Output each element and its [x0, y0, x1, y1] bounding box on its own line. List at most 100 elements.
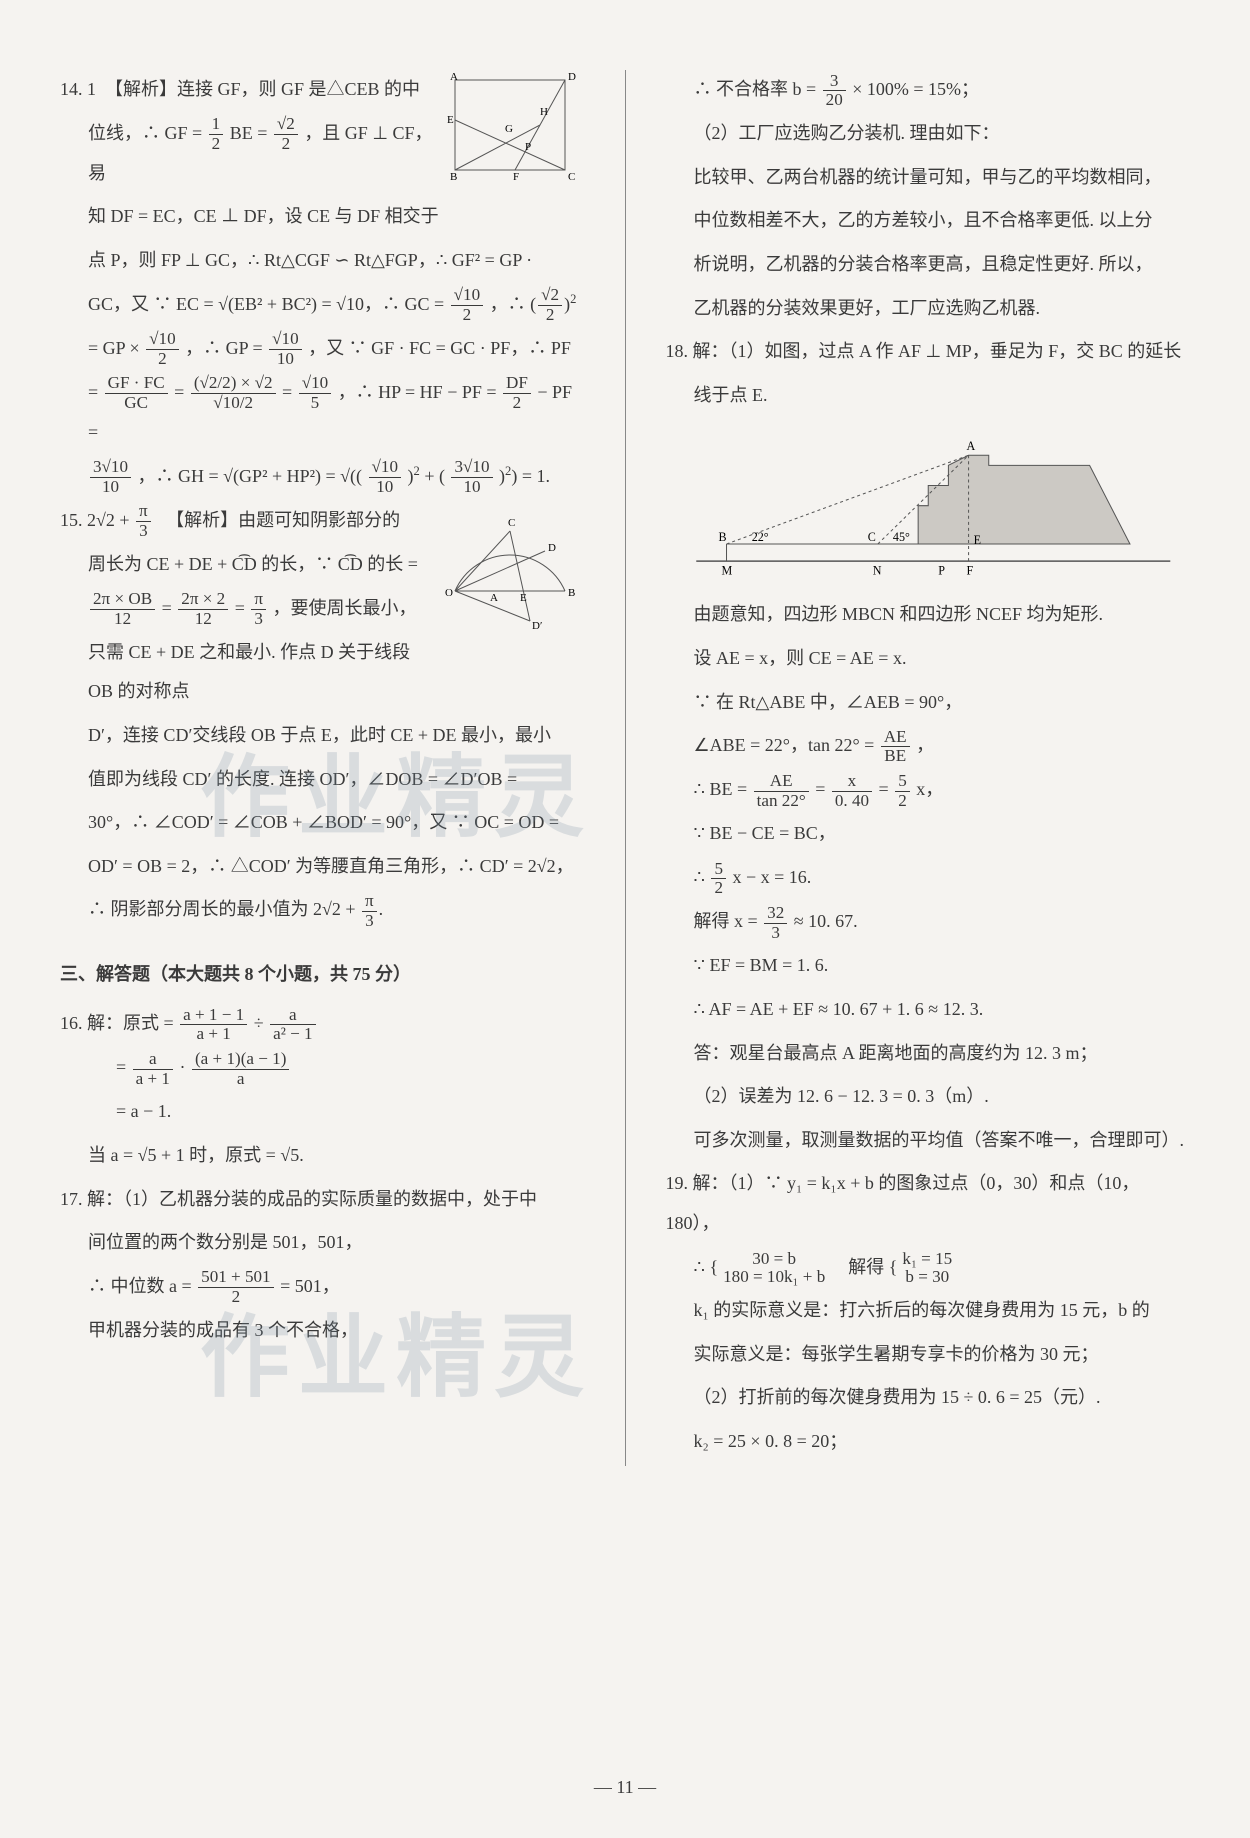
text: 【解析】由题可知阴影部分的 [157, 510, 400, 530]
fraction: √1010 [269, 330, 301, 369]
fraction: 2π × OB12 [90, 590, 155, 629]
text-line: D′，连接 CD′交线段 OB 于点 E，此时 CE + DE 最小，最小 [60, 716, 585, 756]
text: ∴ 阴影部分周长的最小值为 2√2 + [88, 899, 360, 919]
svg-text:B: B [568, 587, 575, 599]
text-line: 由题意知，四边形 MBCN 和四边形 NCEF 均为矩形. [666, 595, 1191, 635]
fraction: π3 [136, 502, 151, 541]
text-line: 甲机器分装的成品有 3 个不合格， [60, 1311, 585, 1351]
fraction: aa + 1 [133, 1050, 173, 1089]
text: BE = [230, 123, 272, 143]
fraction: 501 + 5012 [198, 1268, 273, 1307]
question-16: 16. 解：原式 = a + 1 − 1a + 1 ÷ aa² − 1 = aa… [60, 1004, 585, 1176]
text: = [88, 382, 103, 402]
text: 16. 解：原式 = [60, 1013, 178, 1033]
question-15: C D O A E B D′ 15. 2√2 + π3 【解析】由题可知阴影部分… [60, 501, 585, 935]
text-line: 19. 解：（1）∵ y₁ = k₁x + b 的图象过点（0，30）和点（10… [666, 1164, 1191, 1243]
text: ，又 ∵ GF · FC = GC · PF，∴ PF [308, 338, 571, 358]
fraction: √22 [274, 115, 298, 154]
svg-text:B: B [718, 530, 726, 544]
text-line: = a − 1. [60, 1092, 585, 1132]
text: ∴ [694, 867, 710, 887]
figure-q18: A B 22° C 45° E M N P F [666, 425, 1191, 585]
text: · [179, 1057, 190, 1077]
text: ，要使周长最小， [273, 598, 417, 618]
text-line: ∵ EF = BM = 1. 6. [666, 946, 1191, 986]
svg-text:E: E [973, 533, 980, 547]
fraction: 12 [209, 115, 224, 154]
column-divider [625, 70, 626, 1466]
text-line: （2）打折前的每次健身费用为 15 ÷ 0. 6 = 25（元）. [666, 1378, 1191, 1418]
text: 解得 x = [694, 911, 763, 931]
fraction: 3√1010 [90, 458, 131, 497]
fraction: π3 [362, 892, 377, 931]
fraction: DF2 [503, 374, 531, 413]
svg-text:D: D [548, 542, 556, 554]
svg-text:C: C [508, 517, 515, 529]
text: = GP × [88, 338, 144, 358]
text: ∴ BE = [694, 779, 752, 799]
fraction: √22 [538, 286, 562, 325]
fraction: √105 [299, 374, 331, 413]
text-line: 知 DF = EC，CE ⊥ DF，设 CE 与 DF 相交于 [60, 197, 585, 237]
text-line: 3√1010 ，∴ GH = √(GP² + HP²) = √(( √1010 … [60, 457, 585, 497]
text: = 501， [280, 1276, 340, 1296]
svg-text:F: F [966, 564, 973, 578]
text: ，∴ GH = √(GP² + HP²) = [138, 466, 341, 486]
fraction: 323 [764, 904, 787, 943]
text: ∴ [694, 1257, 710, 1277]
svg-text:45°: 45° [892, 530, 909, 544]
text-line: 中位数相差不大，乙的方差较小，且不合格率更低. 以上分 [666, 201, 1191, 241]
left-column: A D E H G P B F C 14. 1 【解析】连接 GF，则 GF 是… [60, 70, 585, 1466]
svg-text:C: C [568, 171, 575, 180]
figure-q15: C D O A E B D′ [435, 501, 585, 631]
fraction: AEBE [881, 728, 910, 767]
text-line: 当 a = √5 + 1 时，原式 = √5. [60, 1136, 585, 1176]
text-line: k₂ = 25 × 0. 8 = 20； [666, 1422, 1191, 1462]
text-line: ∵ 在 Rt△ABE 中，∠AEB = 90°， [666, 683, 1191, 723]
svg-text:C: C [867, 530, 875, 544]
svg-text:M: M [721, 564, 732, 578]
fraction: 320 [823, 72, 846, 111]
svg-text:P: P [525, 141, 531, 153]
equation-system: 30 = b180 = 10k₁ + b [720, 1250, 828, 1288]
question-18: 18. 解：（1）如图，过点 A 作 AF ⊥ MP，垂足为 F，交 BC 的延… [666, 332, 1191, 1160]
fraction: 2π × 212 [178, 590, 228, 629]
question-17-cont: ∴ 不合格率 b = 320 × 100% = 15%； （2）工厂应选购乙分装… [666, 70, 1191, 328]
text-line: ∴ 不合格率 b = 320 × 100% = 15%； [666, 70, 1191, 110]
text: ∴ 不合格率 b = [694, 79, 821, 99]
svg-text:A: A [966, 440, 975, 454]
text: × 100% = 15%； [852, 79, 979, 99]
svg-text:D: D [568, 71, 576, 83]
text-line: 间位置的两个数分别是 501，501， [60, 1223, 585, 1263]
text-line: 实际意义是：每张学生暑期专享卡的价格为 30 元； [666, 1335, 1191, 1375]
text-line: （2）工厂应选购乙分装机. 理由如下： [666, 114, 1191, 154]
text: ，∴ GP = [185, 338, 267, 358]
svg-text:D′: D′ [532, 620, 542, 631]
text-line: 值即为线段 CD′ 的长度. 连接 OD′，∠DOB = ∠D′OB = [60, 760, 585, 800]
text-line: ∠ABE = 22°，tan 22° = AEBE ， [666, 726, 1191, 766]
fraction: x0. 40 [832, 772, 872, 811]
text: GC，又 ∵ EC = √(EB² + BC²) = √10，∴ GC = [88, 294, 449, 314]
text-line: ∴ {30 = b180 = 10k₁ + b 解得 {k₁ = 15b = 3… [666, 1248, 1191, 1288]
equation-system: k₁ = 15b = 30 [899, 1250, 955, 1288]
page-content: A D E H G P B F C 14. 1 【解析】连接 GF，则 GF 是… [60, 70, 1190, 1466]
svg-text:H: H [540, 106, 548, 118]
text-line: 点 P，则 FP ⊥ GC，∴ Rt△CGF ∽ Rt△FGP，∴ GF² = … [60, 241, 585, 281]
text-line: 17. 解：（1）乙机器分装的成品的实际质量的数据中，处于中 [60, 1180, 585, 1220]
text: ，∴ [490, 294, 531, 314]
text: ÷ [254, 1013, 268, 1033]
fraction: GF · FCGC [105, 374, 168, 413]
svg-text:O: O [445, 587, 453, 599]
text: x − x = 16. [733, 867, 812, 887]
right-column: ∴ 不合格率 b = 320 × 100% = 15%； （2）工厂应选购乙分装… [666, 70, 1191, 1466]
text: = [282, 382, 297, 402]
fraction: (a + 1)(a − 1)a [192, 1050, 289, 1089]
question-14: A D E H G P B F C 14. 1 【解析】连接 GF，则 GF 是… [60, 70, 585, 501]
text-line: ∴ 52 x − x = 16. [666, 858, 1191, 898]
text-line: = GP × √102 ，∴ GP = √1010 ，又 ∵ GF · FC =… [60, 329, 585, 369]
text-line: 答：观星台最高点 A 距离地面的高度约为 12. 3 m； [666, 1034, 1191, 1074]
fraction: √102 [451, 286, 483, 325]
text: = 1. [522, 466, 550, 486]
fraction: 3√1010 [451, 458, 492, 497]
text: ， [916, 735, 934, 755]
